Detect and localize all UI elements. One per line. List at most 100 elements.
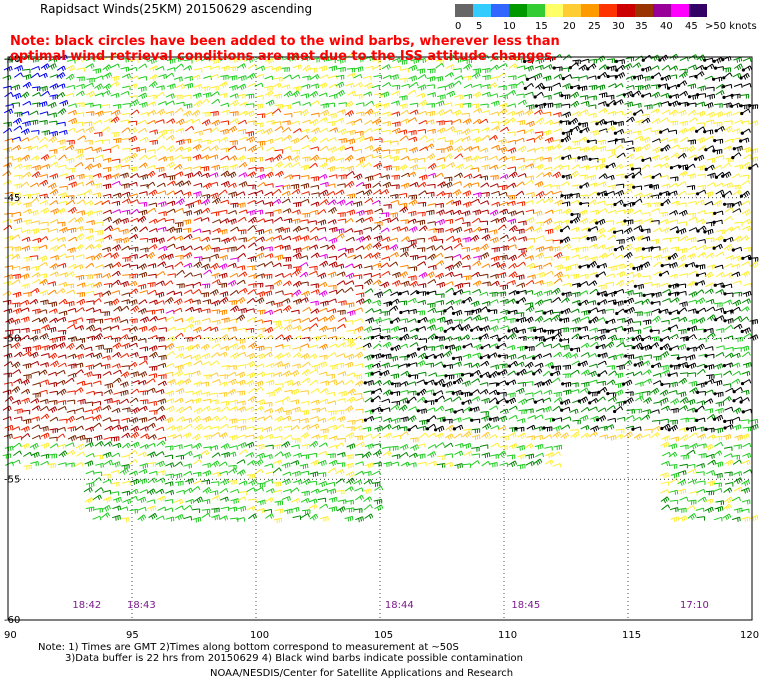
wind-barb bbox=[272, 386, 282, 394]
wind-barb bbox=[372, 102, 382, 109]
wind-barb bbox=[193, 100, 203, 108]
wind-barb bbox=[418, 432, 428, 439]
wind-barb bbox=[49, 390, 58, 396]
wind-barb bbox=[174, 498, 184, 505]
wind-barb bbox=[749, 104, 759, 110]
wind-barb bbox=[85, 470, 95, 475]
wind-barb bbox=[31, 405, 41, 411]
wind-barb bbox=[507, 103, 517, 108]
wind-barb bbox=[56, 72, 66, 79]
wind-barb bbox=[606, 365, 615, 370]
legend-label: 5 bbox=[476, 21, 483, 32]
wind-barb bbox=[678, 247, 688, 254]
wind-barb bbox=[443, 176, 453, 182]
wind-barb bbox=[182, 361, 192, 367]
wind-barb bbox=[723, 111, 733, 118]
wind-barb bbox=[670, 516, 680, 523]
wind-barb bbox=[535, 246, 545, 253]
wind-barb bbox=[263, 320, 272, 325]
wind-barb bbox=[84, 228, 94, 234]
wind-barb bbox=[698, 244, 707, 251]
wind-barb bbox=[373, 74, 382, 80]
wind-barb bbox=[318, 65, 328, 72]
wind-barb bbox=[155, 91, 165, 98]
wind-barb bbox=[121, 432, 131, 439]
wind-barb bbox=[282, 208, 292, 214]
contamination-dot bbox=[579, 185, 583, 189]
wind-barb bbox=[12, 157, 22, 163]
wind-barb bbox=[354, 453, 364, 459]
wind-barb bbox=[228, 210, 237, 215]
wind-barb bbox=[317, 209, 327, 215]
wind-barb bbox=[265, 99, 275, 107]
wind-barb bbox=[30, 461, 39, 467]
wind-barb bbox=[588, 406, 598, 411]
contamination-dot bbox=[641, 94, 645, 98]
wind-barb bbox=[111, 270, 121, 277]
contamination-dot bbox=[577, 327, 582, 331]
wind-barb bbox=[247, 184, 256, 190]
wind-barb bbox=[2, 299, 12, 305]
wind-barb bbox=[616, 220, 625, 226]
contamination-dot bbox=[541, 382, 545, 386]
wind-barb bbox=[265, 362, 275, 369]
wind-barb bbox=[543, 378, 553, 386]
wind-barb bbox=[281, 244, 291, 251]
wind-barb bbox=[173, 76, 183, 82]
wind-barb bbox=[678, 170, 688, 178]
wind-barb bbox=[2, 170, 12, 177]
contamination-dot bbox=[632, 346, 636, 350]
wind-barb bbox=[731, 173, 741, 179]
wind-barb bbox=[741, 261, 751, 267]
wind-barb bbox=[246, 416, 256, 422]
wind-barb bbox=[193, 217, 203, 222]
wind-barb bbox=[237, 351, 247, 357]
wind-barb bbox=[293, 479, 302, 485]
wind-barb bbox=[660, 489, 670, 494]
wind-barb bbox=[101, 139, 110, 144]
contamination-dot bbox=[696, 93, 700, 97]
wind-barb bbox=[103, 282, 113, 288]
wind-barb bbox=[218, 381, 228, 387]
contamination-dot bbox=[577, 156, 581, 160]
wind-barb bbox=[660, 481, 670, 486]
wind-barb bbox=[344, 263, 354, 268]
wind-barb bbox=[462, 442, 472, 449]
wind-barb bbox=[300, 409, 310, 416]
wind-barb bbox=[193, 245, 203, 251]
wind-barb bbox=[500, 298, 509, 305]
wind-barb bbox=[49, 94, 58, 100]
wind-barb bbox=[641, 261, 651, 269]
wind-barb bbox=[481, 234, 491, 241]
wind-barb bbox=[362, 298, 372, 304]
wind-barb bbox=[453, 299, 463, 306]
wind-barb bbox=[534, 362, 544, 369]
wind-barb bbox=[246, 298, 256, 304]
wind-barb bbox=[102, 174, 112, 181]
wind-barb bbox=[76, 292, 86, 298]
wind-barb bbox=[173, 298, 183, 305]
wind-barb bbox=[463, 58, 472, 64]
wind-barb bbox=[293, 266, 302, 272]
wind-barb bbox=[653, 261, 663, 268]
lon-tick-label: 110 bbox=[498, 630, 518, 641]
wind-barb bbox=[669, 381, 678, 388]
wind-barb bbox=[20, 442, 30, 450]
wind-barb bbox=[641, 164, 651, 170]
wind-barb bbox=[633, 225, 643, 231]
wind-barb bbox=[173, 472, 183, 479]
wind-barb bbox=[525, 128, 535, 134]
wind-barb bbox=[562, 243, 572, 249]
wind-barb bbox=[75, 56, 85, 63]
wind-barb bbox=[218, 92, 228, 98]
wind-barb bbox=[103, 347, 113, 353]
wind-barb bbox=[488, 382, 498, 387]
wind-barb bbox=[372, 146, 382, 154]
wind-barb bbox=[371, 199, 381, 205]
wind-barb bbox=[156, 336, 165, 342]
wind-barb bbox=[678, 209, 688, 217]
wind-barb bbox=[337, 371, 347, 377]
contamination-dot bbox=[723, 292, 727, 296]
wind-barb bbox=[490, 364, 500, 370]
wind-barb bbox=[696, 218, 706, 224]
